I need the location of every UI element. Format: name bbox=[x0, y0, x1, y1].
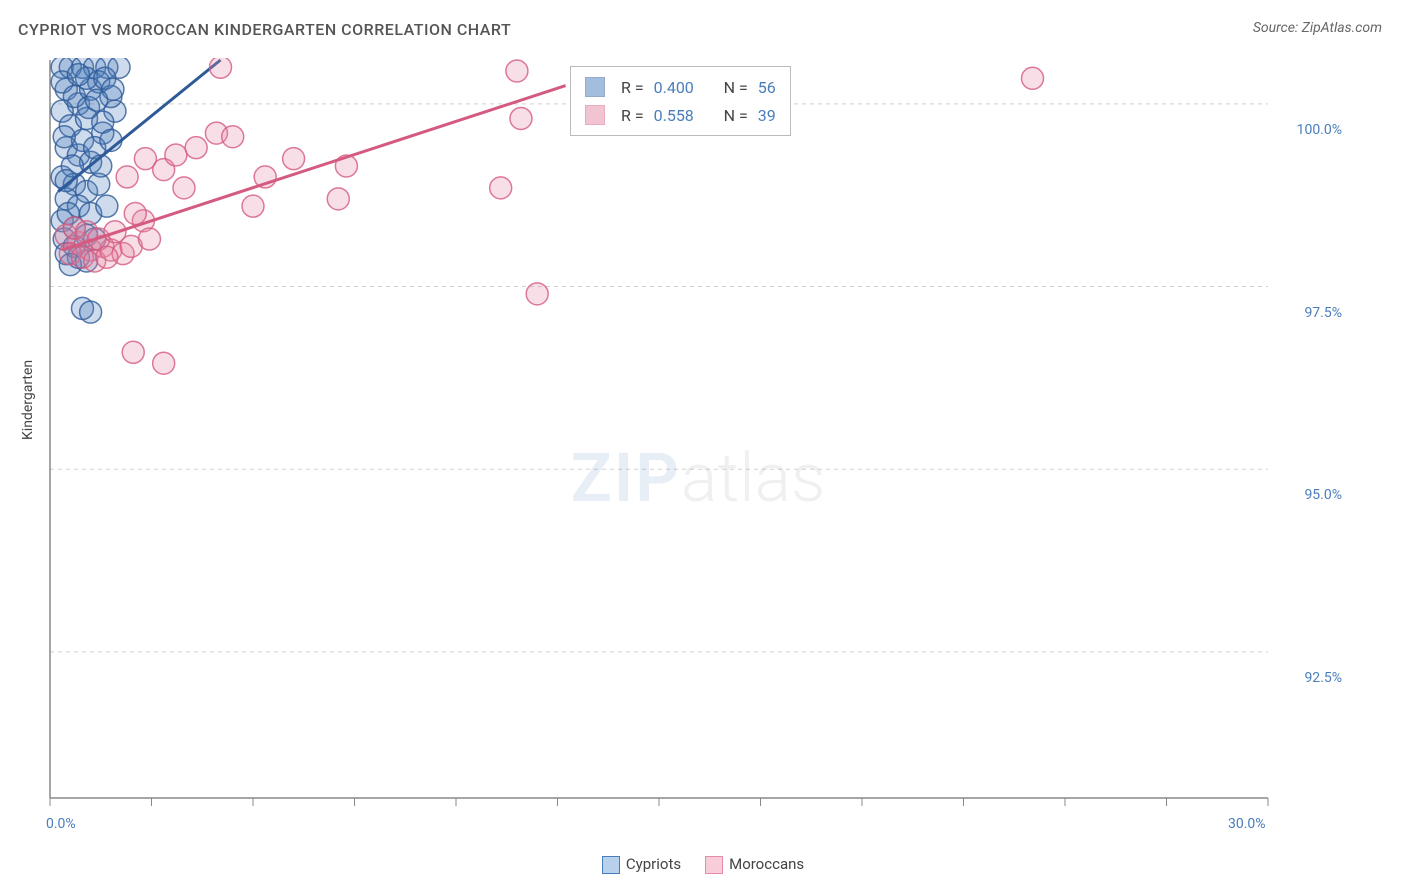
correlation-row: R = 0.558 N = 39 bbox=[585, 101, 776, 129]
y-tick-label: 100.0% bbox=[1282, 122, 1342, 138]
y-axis-label: Kindergarten bbox=[20, 360, 36, 440]
legend-label: Moroccans bbox=[729, 855, 804, 873]
chart-area: ZIPatlas R =0.400N =56R =0.558N =39 92.5… bbox=[48, 58, 1348, 818]
r-value: 0.400 bbox=[654, 78, 714, 97]
n-value: 56 bbox=[758, 78, 776, 97]
legend-label: Cypriots bbox=[626, 855, 681, 873]
y-tick-label: 95.0% bbox=[1282, 487, 1342, 503]
r-label: R = bbox=[621, 78, 644, 97]
r-label: R = bbox=[621, 106, 644, 125]
chart-title: CYPRIOT VS MOROCCAN KINDERGARTEN CORRELA… bbox=[18, 20, 511, 39]
chart-container: CYPRIOT VS MOROCCAN KINDERGARTEN CORRELA… bbox=[0, 0, 1406, 892]
n-label: N = bbox=[724, 78, 748, 97]
correlation-legend: R = 0.400 N = 56 R = 0.558 N = 39 bbox=[570, 66, 791, 136]
x-tick-label: 0.0% bbox=[46, 816, 76, 832]
legend-item: Moroccans bbox=[705, 855, 804, 874]
x-tick-label: 30.0% bbox=[1228, 816, 1266, 832]
y-tick-label: 92.5% bbox=[1282, 670, 1342, 686]
correlation-row: R = 0.400 N = 56 bbox=[585, 73, 776, 101]
series-legend: Cypriots Moroccans bbox=[0, 854, 1406, 874]
n-value: 39 bbox=[758, 106, 776, 125]
legend-swatch bbox=[602, 856, 620, 874]
legend-item: Cypriots bbox=[602, 855, 681, 874]
r-value: 0.558 bbox=[654, 106, 714, 125]
scatter-plot bbox=[48, 58, 1348, 818]
n-label: N = bbox=[724, 106, 748, 125]
y-tick-label: 97.5% bbox=[1282, 305, 1342, 321]
legend-swatch bbox=[585, 105, 605, 125]
legend-swatch bbox=[585, 77, 605, 97]
legend-swatch bbox=[705, 856, 723, 874]
source-attribution: Source: ZipAtlas.com bbox=[1253, 20, 1382, 36]
